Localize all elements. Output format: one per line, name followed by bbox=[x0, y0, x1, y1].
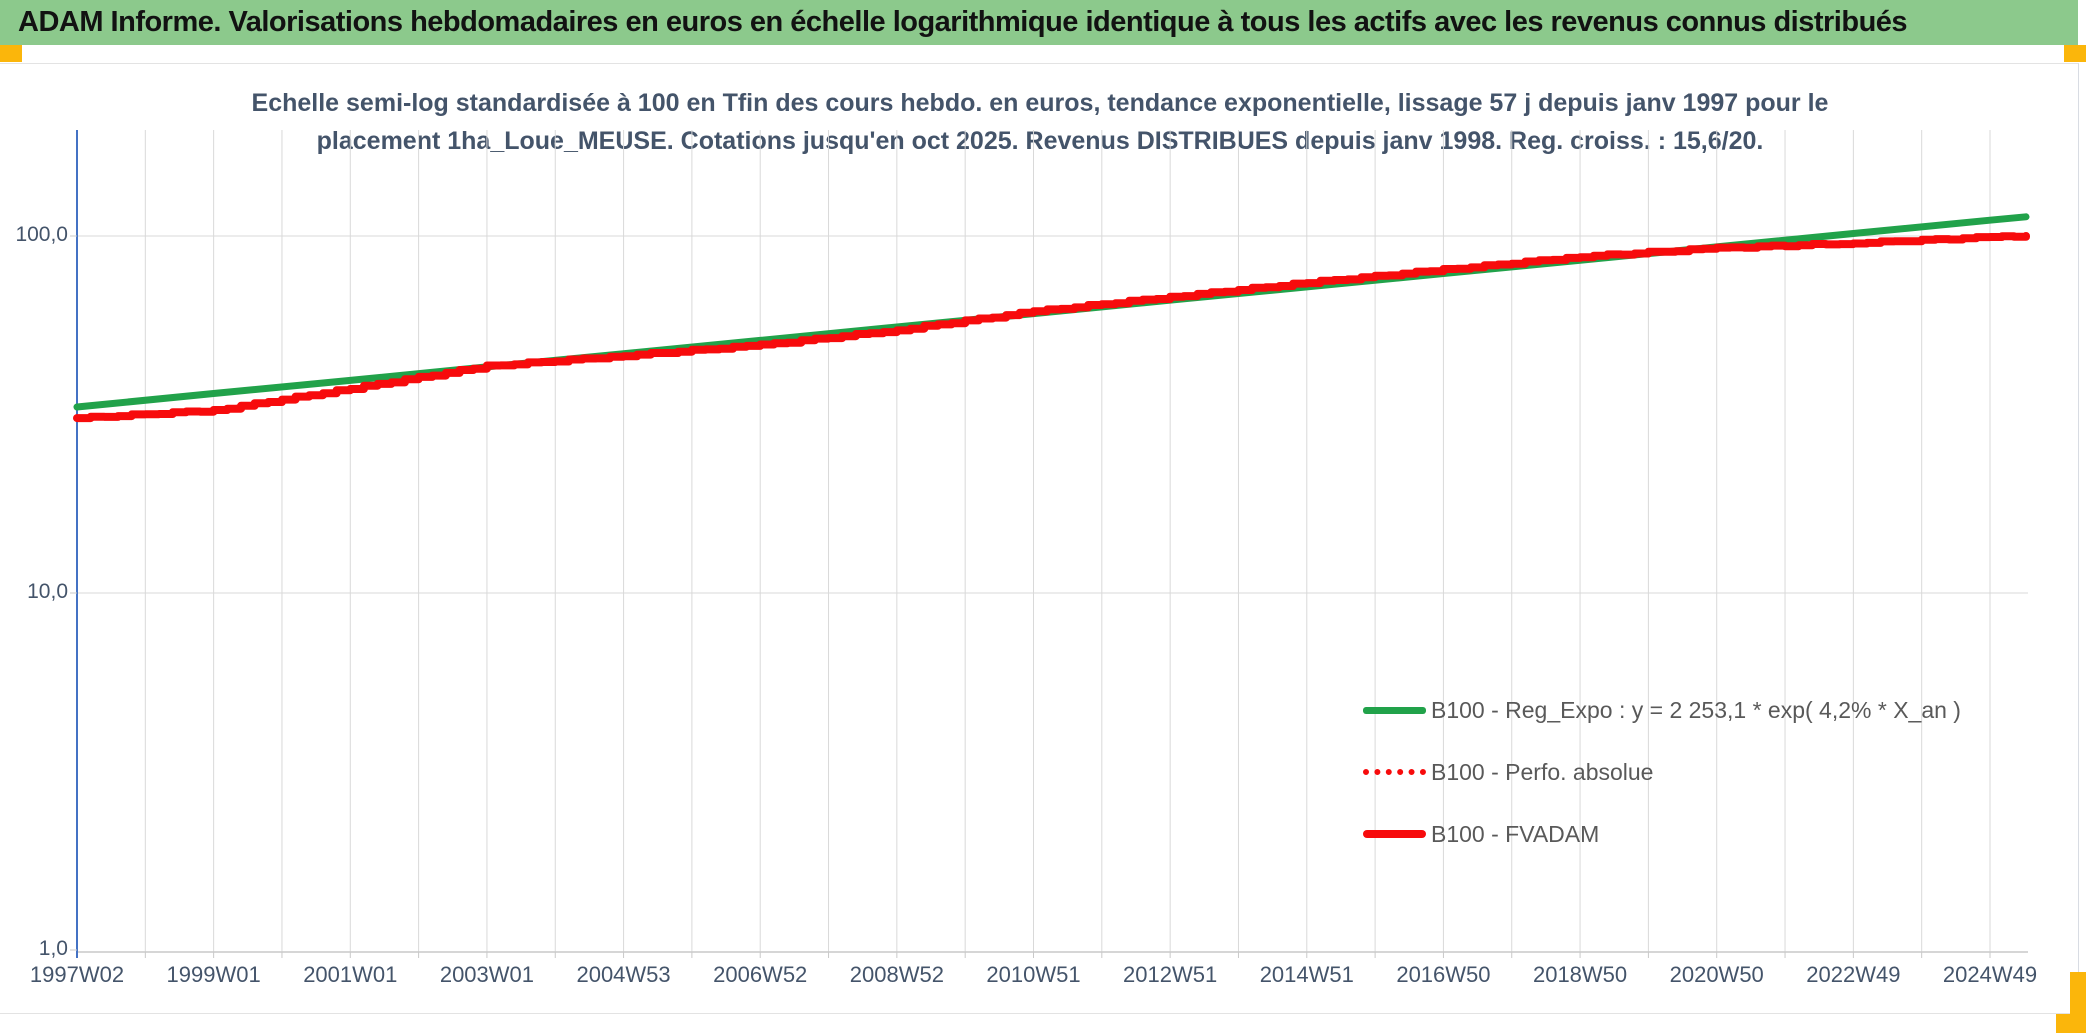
y-axis-label[interactable]: 1,0 bbox=[38, 937, 68, 960]
x-axis-label[interactable]: 2006W52 bbox=[713, 962, 808, 987]
legend-swatch-perfo-absolue bbox=[1363, 769, 1426, 775]
y-axis-label[interactable]: 10,0 bbox=[27, 580, 68, 603]
legend-item-fvadam[interactable]: B100 - FVADAM bbox=[1363, 814, 1961, 854]
chart-title: Echelle semi-log standardisée à 100 en T… bbox=[200, 84, 1880, 160]
x-axis-label[interactable]: 2014W51 bbox=[1259, 962, 1354, 987]
accent-square-left bbox=[0, 45, 22, 62]
x-axis-label[interactable]: 2004W53 bbox=[576, 962, 671, 987]
accent-corner-block bbox=[2056, 1014, 2086, 1033]
x-axis-label[interactable]: 2003W01 bbox=[439, 962, 535, 987]
chart-title-line2: placement 1ha_Loue_MEUSE. Cotations jusq… bbox=[316, 127, 1764, 155]
app-header-title: ADAM Informe. Valorisations hebdomadaire… bbox=[18, 6, 1908, 38]
legend-swatch-fvadam bbox=[1363, 830, 1426, 838]
legend-label-perfo-absolue: B100 - Perfo. absolue bbox=[1431, 758, 1654, 785]
x-axis-label[interactable]: 1997W02 bbox=[29, 962, 125, 987]
x-axis-label[interactable]: 2020W50 bbox=[1669, 962, 1764, 987]
x-axis-label[interactable]: 2022W49 bbox=[1806, 962, 1901, 987]
series-perfo-absolue[interactable] bbox=[75, 234, 2028, 420]
legend-label-fvadam: B100 - FVADAM bbox=[1431, 820, 1600, 847]
legend-swatch-reg-expo bbox=[1363, 706, 1426, 714]
app-header[interactable]: ADAM Informe. Valorisations hebdomadaire… bbox=[0, 0, 2078, 45]
legend-label-reg-expo: B100 - Reg_Expo : y = 2 253,1 * exp( 4,2… bbox=[1431, 696, 1961, 723]
x-axis-label[interactable]: 2018W50 bbox=[1532, 962, 1628, 987]
x-axis-label[interactable]: 1999W01 bbox=[166, 962, 261, 987]
x-axis-label[interactable]: 2012W51 bbox=[1123, 962, 1218, 987]
series-fvadam[interactable] bbox=[73, 232, 2030, 423]
x-axis-label[interactable]: 2024W49 bbox=[1942, 962, 2038, 987]
chart-title-line1: Echelle semi-log standardisée à 100 en T… bbox=[251, 89, 1829, 117]
legend[interactable]: B100 - Reg_Expo : y = 2 253,1 * exp( 4,2… bbox=[1363, 690, 1961, 876]
legend-item-perfo-absolue[interactable]: B100 - Perfo. absolue bbox=[1363, 752, 1961, 792]
y-axis-label[interactable]: 100,0 bbox=[15, 223, 68, 246]
accent-square-right bbox=[2064, 45, 2086, 62]
chart-container[interactable] bbox=[0, 63, 2079, 1014]
x-axis-label[interactable]: 2016W50 bbox=[1396, 962, 1491, 987]
x-axis-label[interactable]: 2008W52 bbox=[849, 962, 944, 987]
legend-item-reg-expo[interactable]: B100 - Reg_Expo : y = 2 253,1 * exp( 4,2… bbox=[1363, 690, 1961, 730]
x-axis-label[interactable]: 2001W01 bbox=[303, 962, 398, 987]
x-axis-label[interactable]: 2010W51 bbox=[986, 962, 1081, 987]
